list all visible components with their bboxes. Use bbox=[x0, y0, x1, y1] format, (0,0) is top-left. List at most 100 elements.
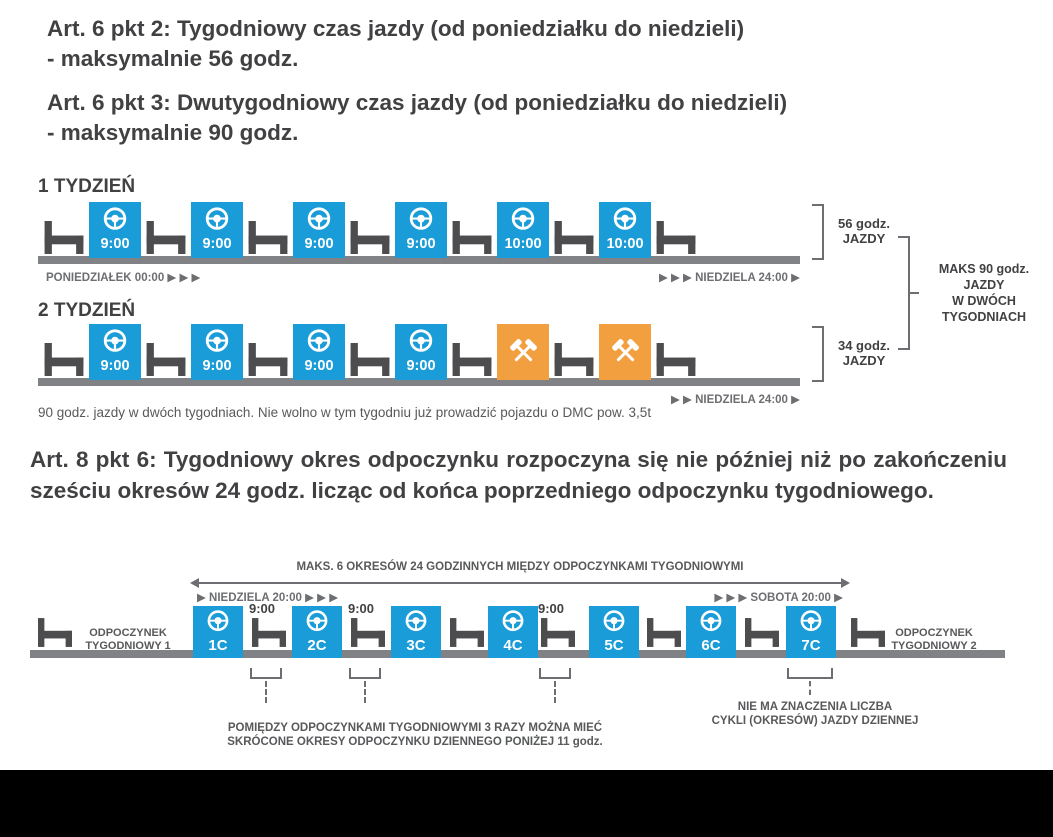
week1-start-label: PONIEDZIAŁEK 00:00 ▶ ▶ ▶ bbox=[46, 272, 201, 284]
two-week-caption: 90 godz. jazdy w dwóch tygodniach. Nie w… bbox=[38, 405, 652, 420]
driving-time-label: 10:00 bbox=[504, 236, 542, 252]
week2-sum-label: 34 godz. JAZDY bbox=[837, 338, 890, 368]
rest-icon bbox=[252, 618, 286, 647]
daily-cycle-block: 1C bbox=[193, 606, 243, 658]
steering-wheel-icon bbox=[698, 609, 724, 635]
header: Art. 6 pkt 2: Tygodniowy czas jazdy (od … bbox=[47, 14, 787, 148]
bottom-axis-labels: ▶ NIEDZIELA 20:00 ▶ ▶ ▶ ▶ ▶ ▶ SOBOTA 20:… bbox=[197, 590, 843, 604]
rest-icon bbox=[38, 618, 72, 647]
rest-icon bbox=[851, 618, 885, 647]
week2-timeline: 9:00 9:00 9:00 9:00 bbox=[38, 322, 800, 386]
steering-wheel-icon bbox=[403, 609, 429, 635]
driving-time-label: 9:00 bbox=[406, 236, 436, 252]
driving-time-label: 9:00 bbox=[304, 358, 334, 374]
cycle-label: 7C bbox=[801, 637, 821, 654]
rest-icon bbox=[452, 343, 492, 376]
week2-axis-labels: ▶ ▶ NIEDZIELA 24:00 ▶ bbox=[38, 392, 800, 406]
rest-icon bbox=[146, 343, 186, 376]
connector-dash bbox=[364, 681, 366, 703]
rest-icon bbox=[350, 343, 390, 376]
rest-icon bbox=[554, 221, 594, 254]
bottom-end-label: ▶ ▶ ▶ SOBOTA 20:00 ▶ bbox=[714, 592, 843, 604]
rest-icon bbox=[452, 221, 492, 254]
daily-cycle-block: 2C bbox=[292, 606, 342, 658]
driving-time-label: 9:00 bbox=[406, 358, 436, 374]
rest-icon bbox=[248, 343, 288, 376]
weekly-rest1-label: ODPOCZYNEK TYGODNIOWY 1 bbox=[85, 627, 171, 652]
week1-timeline: 9:00 9:00 9:00 9:00 10:00 bbox=[38, 200, 800, 264]
art6-pkt2-title: Art. 6 pkt 2: Tygodniowy czas jazdy (od … bbox=[47, 16, 745, 41]
cycle-label: 2C bbox=[307, 637, 327, 654]
steering-wheel-icon bbox=[304, 609, 330, 635]
two-week-max-label: MAKS 90 godz. JAZDY W DWÓCH TYGODNIACH bbox=[938, 262, 1030, 324]
cycle-count-note: NIE MA ZNACZENIA LICZBA CYKLI (OKRESÓW) … bbox=[711, 701, 919, 727]
art6-pkt2-limit: - maksymalnie 56 godz. bbox=[47, 46, 299, 71]
steering-wheel-icon bbox=[407, 206, 435, 234]
cycle-count-bracket bbox=[787, 668, 833, 679]
driving-time-label: 9:00 bbox=[100, 358, 130, 374]
week2-items: 9:00 9:00 9:00 9:00 bbox=[44, 324, 696, 386]
steering-wheel-icon bbox=[601, 609, 627, 635]
driving-period-block: 10:00 bbox=[497, 202, 549, 258]
crossed-hammers-icon bbox=[507, 336, 540, 369]
cycle-label: 6C bbox=[701, 637, 721, 654]
timeline-bar bbox=[38, 378, 800, 386]
steering-wheel-icon bbox=[611, 206, 639, 234]
two-week-bracket-dash bbox=[910, 292, 919, 294]
steering-wheel-icon bbox=[509, 206, 537, 234]
rest-icon bbox=[745, 618, 779, 647]
bottom-start-label: ▶ NIEDZIELA 20:00 ▶ ▶ ▶ bbox=[197, 592, 339, 604]
rest-icon bbox=[554, 343, 594, 376]
week2-sum-bracket bbox=[812, 326, 824, 382]
crossed-hammers-icon bbox=[609, 336, 642, 369]
week1-title: 1 TYDZIEŃ bbox=[38, 176, 136, 197]
short-rest-note: POMIĘDZY ODPOCZYNKAMI TYGODNIOWYMI 3 RAZ… bbox=[227, 722, 603, 748]
driving-time-label: 9:00 bbox=[202, 236, 232, 252]
driving-time-label: 10:00 bbox=[606, 236, 644, 252]
week2-title: 2 TYDZIEŃ bbox=[38, 300, 136, 321]
rest-icon bbox=[146, 221, 186, 254]
rest-icon bbox=[248, 221, 288, 254]
steering-wheel-icon bbox=[203, 206, 231, 234]
steering-wheel-icon bbox=[205, 609, 231, 635]
other-work-block bbox=[497, 324, 549, 380]
timeline-bar bbox=[38, 256, 800, 264]
steering-wheel-icon bbox=[203, 328, 231, 356]
week1-items: 9:00 9:00 9:00 9:00 10:00 bbox=[44, 202, 696, 264]
driving-time-label: 9:00 bbox=[304, 236, 334, 252]
steering-wheel-icon bbox=[500, 609, 526, 635]
daily-cycle-block: 5C bbox=[589, 606, 639, 658]
steering-wheel-icon bbox=[305, 328, 333, 356]
cycle-label: 5C bbox=[604, 637, 624, 654]
footer-black-bar bbox=[0, 770, 1053, 837]
other-work-block bbox=[599, 324, 651, 380]
driving-period-block: 9:00 bbox=[191, 324, 243, 380]
rest-icon bbox=[351, 618, 385, 647]
driving-time-label: 9:00 bbox=[100, 236, 130, 252]
cycle-label: 3C bbox=[406, 637, 426, 654]
driving-period-block: 9:00 bbox=[293, 202, 345, 258]
short-rest-time-label: 9:00 bbox=[538, 601, 565, 616]
cycle-label: 4C bbox=[503, 637, 523, 654]
daily-cycle-block: 7C bbox=[786, 606, 836, 658]
driving-period-block: 9:00 bbox=[191, 202, 243, 258]
art8-paragraph: Art. 8 pkt 6: Tygodniowy okres odpoczynk… bbox=[30, 447, 1007, 503]
steering-wheel-icon bbox=[305, 206, 333, 234]
daily-cycle-block: 3C bbox=[391, 606, 441, 658]
steering-wheel-icon bbox=[101, 328, 129, 356]
daily-cycle-block: 6C bbox=[686, 606, 736, 658]
driving-period-block: 9:00 bbox=[293, 324, 345, 380]
week1-sum-label: 56 godz. JAZDY bbox=[837, 216, 890, 246]
rest-icon bbox=[647, 618, 681, 647]
art6-pkt3-limit: - maksymalnie 90 godz. bbox=[47, 120, 299, 145]
rest-icon bbox=[44, 343, 84, 376]
short-rest-bracket bbox=[539, 668, 571, 679]
rest-icon bbox=[656, 343, 696, 376]
steering-wheel-icon bbox=[798, 609, 824, 635]
short-rest-bracket bbox=[250, 668, 282, 679]
steering-wheel-icon bbox=[101, 206, 129, 234]
rest-icon bbox=[541, 618, 575, 647]
short-rest-time-label: 9:00 bbox=[348, 601, 375, 616]
steering-wheel-icon bbox=[407, 328, 435, 356]
driving-period-block: 10:00 bbox=[599, 202, 651, 258]
